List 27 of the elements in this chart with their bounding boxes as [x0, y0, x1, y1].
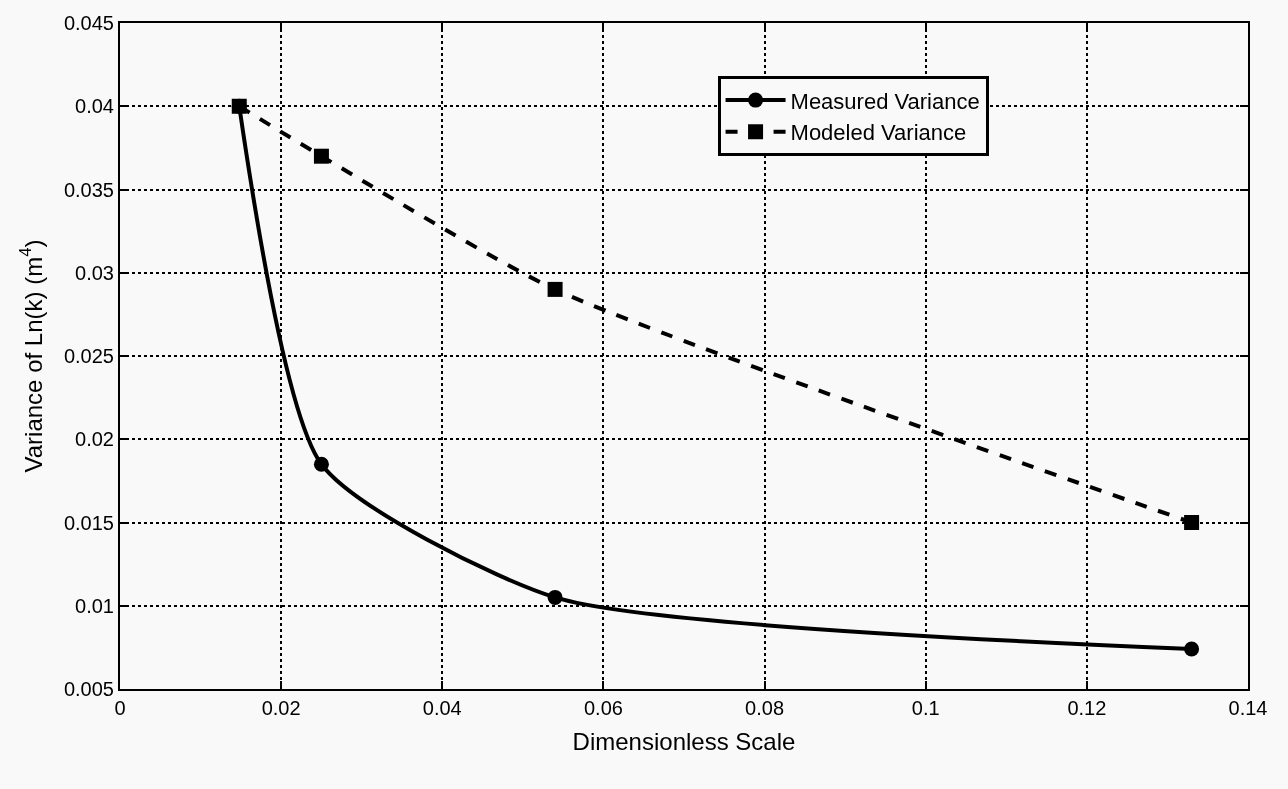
x-tick-label: 0.12: [1067, 697, 1107, 719]
y-tick-label: 0.03: [75, 261, 114, 284]
x-tick-label: 0.08: [745, 697, 785, 719]
y-tick-label: 0.035: [63, 178, 114, 201]
point: [1184, 641, 1200, 657]
y-tick-label: 0.01: [75, 594, 114, 617]
point: [1184, 515, 1200, 530]
legend-label: Modeled Variance: [790, 120, 967, 146]
x-tick-label: 0.1: [911, 697, 940, 719]
y-tick-label: 0.025: [63, 345, 114, 367]
x-tick-label: 0.02: [261, 697, 301, 719]
x-tick-label: 0: [114, 697, 126, 719]
y-tick-label: 0.015: [63, 511, 114, 534]
point: [313, 456, 329, 472]
y-tick-label: 0.02: [75, 428, 114, 451]
x-tick-label: 0.04: [422, 697, 462, 719]
point: [547, 589, 563, 605]
x-tick-label: 0.06: [583, 697, 623, 719]
point: [231, 98, 247, 114]
y-tick-label: 0.045: [63, 12, 114, 34]
point: [547, 281, 563, 297]
y-tick-label: 0.005: [63, 678, 114, 700]
x-tick-label: 0.14: [1228, 697, 1268, 719]
legend-label: Measured Variance: [790, 88, 980, 114]
x-axis-title: Dimensionless Scale: [572, 727, 796, 755]
point: [313, 148, 329, 164]
y-tick-label: 0.04: [75, 95, 114, 118]
